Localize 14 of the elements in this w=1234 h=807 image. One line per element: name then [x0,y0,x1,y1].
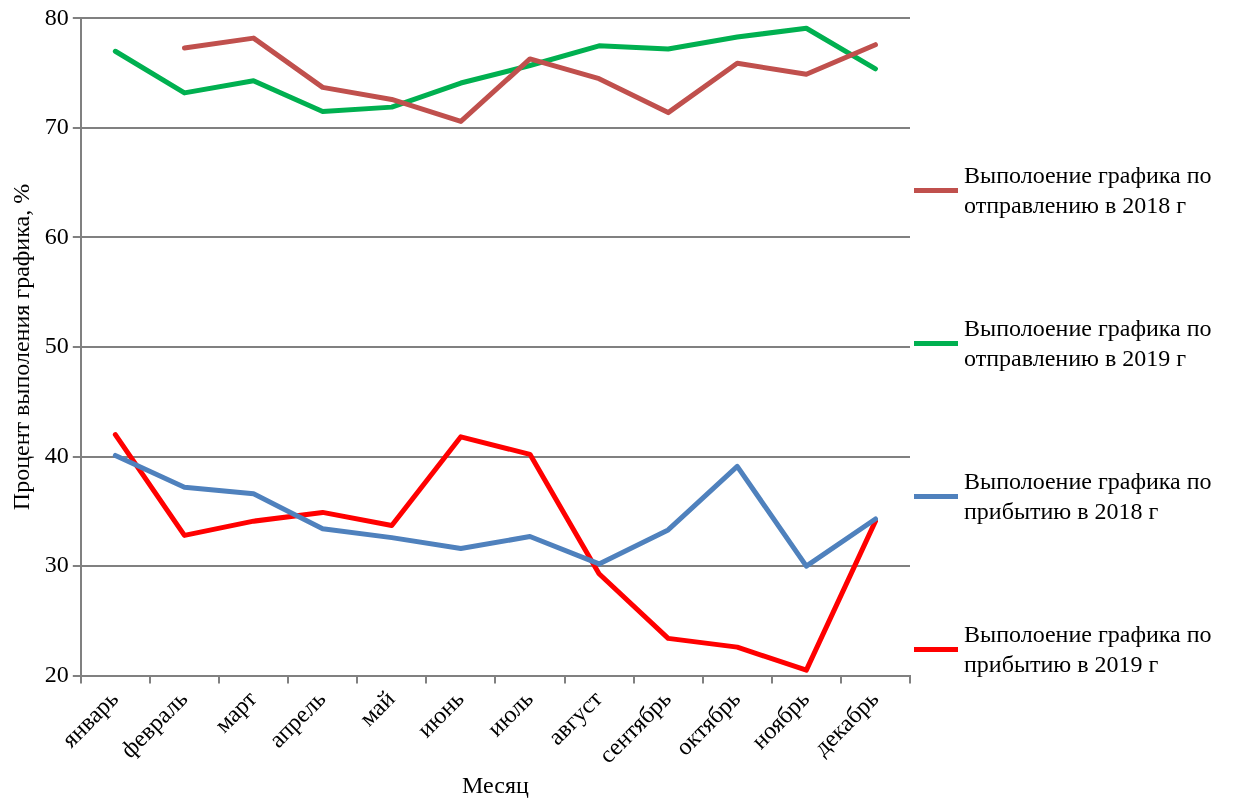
y-tick-label: 80 [44,3,69,30]
y-tick-label: 70 [44,113,69,140]
y-axis-title: Процент выполения графика, % [7,183,34,511]
x-axis-title: Месяц [461,771,529,798]
y-tick-label: 30 [44,551,69,578]
legend-label: Выполоение графика по прибытию в 2018 г [964,467,1213,526]
y-tick-label: 50 [44,332,69,359]
legend-label: Выполоение графика по прибытию в 2019 г [964,620,1213,679]
y-tick-label: 20 [44,660,69,687]
legend-label: Выполоение графика по отправлению в 2019 г [964,314,1213,373]
y-tick-label: 40 [44,441,69,468]
y-tick-label: 60 [44,222,69,249]
x-tick-label: май [354,685,400,732]
legend-label: Выполоение графика по отправлению в 2018 г [964,161,1213,220]
